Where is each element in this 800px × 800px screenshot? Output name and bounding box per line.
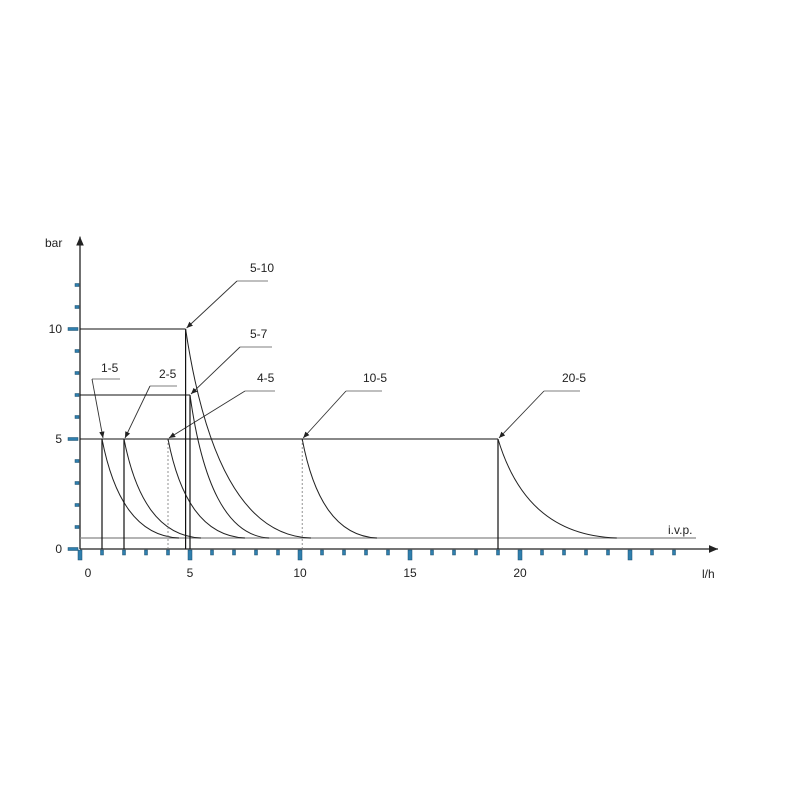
curve-10-5 [301,438,378,539]
x-tick [540,549,544,556]
y-tick [74,371,80,375]
curve-label: 5-10 [250,261,274,275]
curve-5-7 [189,394,270,539]
leader-arrow [190,346,241,395]
y-tick [74,525,80,529]
x-tick [297,549,303,561]
x-tick [254,549,258,556]
x-tick [584,549,588,556]
y-tick [74,393,80,397]
x-tick-label: 5 [187,566,194,580]
x-tick [122,549,126,556]
leader-arrow [124,385,151,439]
curve-label: 5-7 [250,327,268,341]
x-tick [672,549,676,556]
y-tick [74,305,80,309]
x-tick-label: 0 [85,566,92,580]
leader-arrow [91,378,105,439]
y-tick [74,283,80,287]
leader-arrow [186,280,238,329]
x-tick [407,549,413,561]
x-tick-label: 20 [513,566,527,580]
x-tick [562,549,566,556]
y-tick [74,459,80,463]
y-tick [67,437,79,441]
x-tick [474,549,478,556]
curve-20-5 [497,438,617,539]
x-tick [276,549,280,556]
curve-label: 10-5 [363,371,387,385]
curve-4-5 [167,438,246,539]
x-tick [452,549,456,556]
y-tick [74,503,80,507]
x-axis-label: l/h [702,567,715,581]
curve-label: 2-5 [159,367,177,381]
y-tick [67,547,79,551]
x-tick [144,549,148,556]
curve-2-5 [123,438,202,539]
x-tick-label: 10 [293,566,307,580]
curve-label: 20-5 [562,371,586,385]
x-tick [342,549,346,556]
x-tick [517,549,523,561]
x-tick [364,549,368,556]
y-tick-label: 0 [55,542,62,556]
x-tick [166,549,170,556]
y-tick-label: 5 [55,432,62,446]
y-axis-label: bar [45,236,62,250]
y-tick [67,327,79,331]
curve-5-10 [185,328,312,539]
x-tick [606,549,610,556]
y-tick-label: 10 [49,322,63,336]
x-tick [496,549,500,556]
leader-arrow [168,390,246,439]
leader-arrow [302,390,347,439]
leader-arrow [498,390,545,439]
x-tick [187,549,193,561]
x-tick [430,549,434,556]
curve-label: 4-5 [257,371,275,385]
ivp-label: i.v.p. [668,523,692,537]
x-tick [386,549,390,556]
x-tick-label: 15 [403,566,417,580]
x-tick [77,549,83,561]
y-tick [74,481,80,485]
y-tick [74,349,80,353]
x-tick [100,549,104,556]
x-tick [210,549,214,556]
x-tick [320,549,324,556]
curve-1-5 [101,438,180,539]
y-tick [74,415,80,419]
x-tick [627,549,633,561]
curve-label: 1-5 [101,361,119,375]
x-tick [650,549,654,556]
x-tick [232,549,236,556]
